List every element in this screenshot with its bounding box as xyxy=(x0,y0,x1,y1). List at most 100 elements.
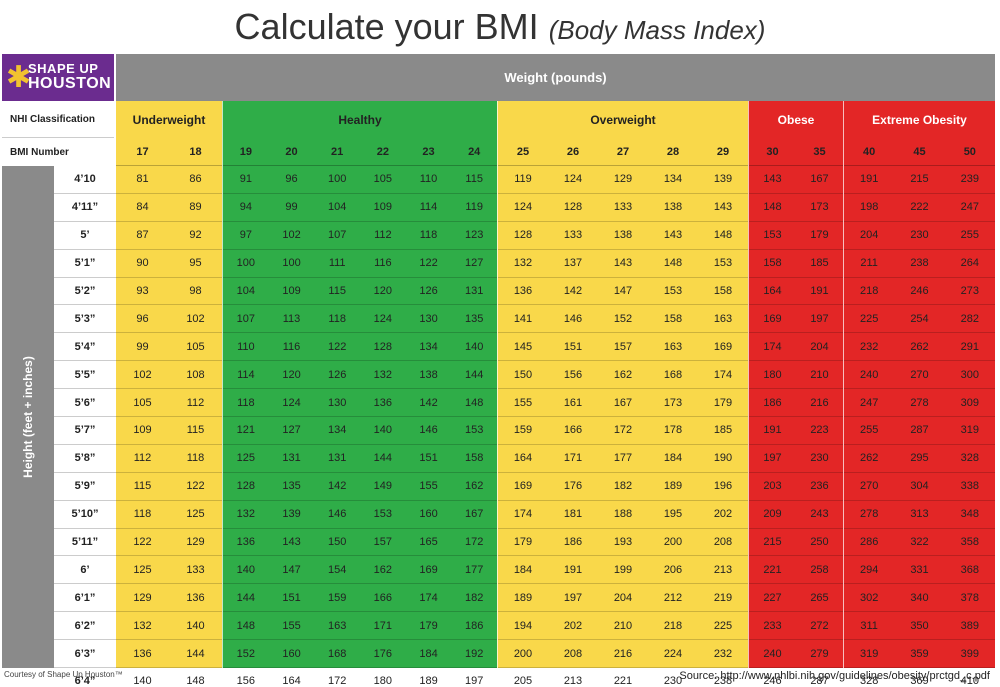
weight-cell: 114 xyxy=(419,201,438,214)
table-row: 102 108 xyxy=(116,361,222,390)
weight-cell: 191 xyxy=(859,173,879,186)
weight-cell: 286 xyxy=(859,536,879,549)
weight-cell: 202 xyxy=(713,508,733,521)
weight-cell: 184 xyxy=(663,452,683,465)
table-row: 319 359 399 xyxy=(844,640,995,669)
weight-cell: 216 xyxy=(810,396,829,409)
weight-cell: 142 xyxy=(563,285,583,297)
weight-cell: 159 xyxy=(513,424,533,437)
weight-cell: 81 xyxy=(136,173,149,186)
table-row: 118 124 130 136 142 148 xyxy=(223,389,497,418)
weight-cell: 169 xyxy=(419,563,438,576)
table-row: 90 95 xyxy=(116,250,222,278)
table-row: 174 181 188 195 202 xyxy=(498,501,748,529)
weight-cell: 295 xyxy=(910,452,929,465)
weight-cell: 212 xyxy=(663,591,683,604)
weight-cell: 224 xyxy=(663,647,683,660)
table-row: 179 186 193 200 208 xyxy=(498,529,748,557)
table-row: 145 151 157 163 169 xyxy=(498,333,748,362)
weight-cell: 291 xyxy=(960,340,979,353)
weight-cell: 112 xyxy=(186,396,205,409)
weight-cell: 240 xyxy=(859,368,879,381)
weight-cell: 109 xyxy=(282,285,301,297)
height-label: 5’3” xyxy=(54,305,116,334)
weight-cell: 134 xyxy=(663,173,683,186)
bmi-number: 29 xyxy=(716,145,730,158)
weight-cell: 204 xyxy=(859,229,879,242)
height-label: 5’8” xyxy=(54,444,116,473)
weight-cell: 130 xyxy=(328,396,347,409)
weight-cell: 143 xyxy=(713,201,733,214)
bmi-number: 22 xyxy=(376,145,389,158)
weight-cell: 128 xyxy=(373,340,393,353)
weight-cell: 136 xyxy=(236,536,256,549)
weight-cell: 137 xyxy=(563,257,583,270)
class-label: Underweight xyxy=(132,112,206,127)
weight-cell: 162 xyxy=(373,563,393,576)
weight-cell: 273 xyxy=(960,285,979,297)
weight-cell: 350 xyxy=(910,619,929,632)
table-row: 148 173 xyxy=(749,194,843,222)
weight-cell: 319 xyxy=(859,647,879,660)
weight-cell: 126 xyxy=(419,285,438,297)
weight-cell: 102 xyxy=(186,312,205,325)
weight-cell: 262 xyxy=(859,452,879,465)
weight-cell: 139 xyxy=(713,173,733,186)
table-row: 110 116 122 128 134 140 xyxy=(223,333,497,362)
height-label: 5’4” xyxy=(54,333,116,362)
weight-cell: 159 xyxy=(328,591,347,604)
table-row: 221 258 xyxy=(749,556,843,585)
weight-cell: 133 xyxy=(613,201,633,214)
weight-cell: 86 xyxy=(189,173,202,186)
weight-cell: 127 xyxy=(282,424,301,437)
weight-cell: 105 xyxy=(186,340,205,353)
weight-cell: 197 xyxy=(465,675,484,687)
weight-cell: 230 xyxy=(810,452,829,465)
table-row: 227 265 xyxy=(749,584,843,613)
height-label: 5’5” xyxy=(54,361,116,390)
weight-cell: 99 xyxy=(285,201,298,214)
weight-cell: 124 xyxy=(373,312,393,325)
table-row: 311 350 389 xyxy=(844,612,995,641)
height-axis: Height (feet + inches) xyxy=(2,166,54,668)
table-row: 104 109 115 120 126 131 xyxy=(223,278,497,306)
table-row: 109 115 xyxy=(116,417,222,445)
weight-cell: 147 xyxy=(282,563,301,576)
weight-cell: 233 xyxy=(763,619,782,632)
table-row: 153 179 xyxy=(749,222,843,250)
table-row: 209 243 xyxy=(749,501,843,529)
weight-cell: 148 xyxy=(465,396,484,409)
weight-cell: 118 xyxy=(237,396,255,409)
table-row: 94 99 104 109 114 119 xyxy=(223,194,497,222)
weight-cell: 142 xyxy=(328,480,347,493)
weight-cell: 169 xyxy=(763,312,782,325)
weight-cell: 328 xyxy=(859,675,879,687)
weight-cell: 180 xyxy=(763,368,782,381)
weight-cell: 319 xyxy=(960,424,979,437)
weight-cell: 278 xyxy=(910,396,929,409)
height-label: 5’9” xyxy=(54,472,116,501)
weight-cell: 118 xyxy=(186,452,205,465)
bmi-number: 50 xyxy=(963,145,976,158)
weight-cell: 272 xyxy=(810,619,829,632)
weight-cell: 134 xyxy=(419,340,438,353)
class-band-healthy: Healthy 19 20 21 22 23 24 91 96 100 105 110 115 94 99 1… xyxy=(222,101,497,687)
weight-cell: 165 xyxy=(419,536,438,549)
weight-cell: 125 xyxy=(133,563,152,576)
weight-cell: 204 xyxy=(613,591,633,604)
weight-cell: 222 xyxy=(910,201,929,214)
weight-cell: 172 xyxy=(613,424,633,437)
bmi-number-row: 40 45 50 xyxy=(844,138,995,166)
weight-cell: 129 xyxy=(186,536,205,549)
bmi-number: 27 xyxy=(616,145,630,158)
weight-cell: 210 xyxy=(810,368,829,381)
weight-cell: 102 xyxy=(282,229,301,242)
table-row: 124 128 133 138 143 xyxy=(498,194,748,222)
weight-cell: 111 xyxy=(328,257,346,270)
weight-cell: 153 xyxy=(763,229,782,242)
weight-cell: 208 xyxy=(563,647,583,660)
title-sub: (Body Mass Index) xyxy=(548,15,766,45)
weight-cell: 176 xyxy=(563,480,583,493)
table-row: 240 279 xyxy=(749,640,843,669)
class-label: Obese xyxy=(777,112,815,127)
